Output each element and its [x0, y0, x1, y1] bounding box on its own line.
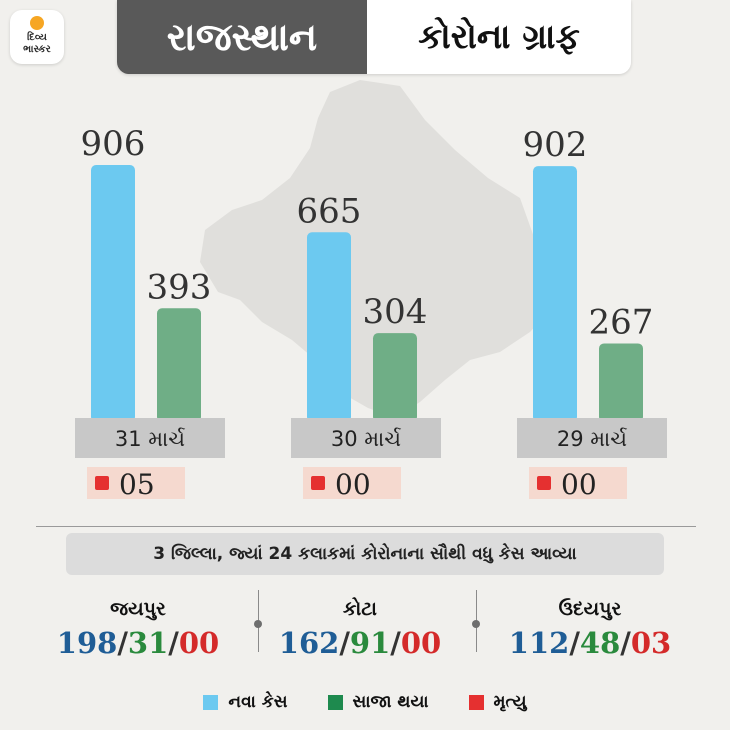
data-label-new-cases: 665 — [297, 191, 362, 231]
district-stats: 198/31/00 — [56, 626, 220, 660]
stat-deaths: 00 — [178, 626, 220, 660]
legend-label: સાજા થયા — [352, 692, 429, 712]
legend-item-deaths: મૃત્યુ — [468, 692, 527, 712]
rajasthan-map-shape — [200, 80, 560, 418]
stat-new-cases: 112 — [508, 626, 570, 660]
section-divider — [36, 526, 696, 527]
data-label-recovered: 267 — [589, 302, 654, 342]
separator-dot — [254, 620, 262, 628]
category-label-box — [517, 418, 667, 458]
category-label: 30 માર્ચ — [331, 427, 401, 451]
category-label: 31 માર્ચ — [115, 427, 185, 451]
sun-icon — [30, 16, 44, 30]
legend-label: નવા કેસ — [228, 692, 288, 712]
page-title: કોરોના ગ્રાફ — [367, 0, 631, 74]
data-label-new-cases: 906 — [81, 124, 146, 164]
state-title: રાજસ્થાન — [117, 0, 367, 74]
bar-chart: 906 393 31 માર્ચ 05 665 304 30 માર્ચ 00 902 267 29… — [75, 80, 667, 501]
stat-recovered: 91 — [349, 626, 391, 660]
header: રાજસ્થાન કોરોના ગ્રાફ — [117, 0, 631, 74]
district-stats: 112/48/03 — [508, 626, 672, 660]
stat-deaths: 03 — [630, 626, 672, 660]
stat-new-cases: 198 — [56, 626, 118, 660]
bar-recovered — [373, 333, 417, 422]
legend-swatch — [468, 694, 484, 710]
deaths-value: 00 — [335, 468, 371, 501]
deaths-value: 00 — [561, 468, 597, 501]
legend: નવા કેસ સાજા થયા મૃત્યુ — [0, 690, 730, 714]
death-marker — [537, 476, 551, 490]
legend-label: મૃત્યુ — [493, 692, 527, 712]
district-jaipur: જયપુર 198/31/00 — [48, 598, 228, 660]
data-label-recovered: 393 — [147, 267, 212, 307]
legend-swatch — [327, 694, 343, 710]
data-label-new-cases: 902 — [523, 125, 588, 165]
category-label: 29 માર્ચ — [557, 427, 627, 451]
legend-swatch — [203, 694, 219, 710]
death-marker — [95, 476, 109, 490]
districts-heading: 3 જિલ્લા, જ્યાં 24 કલાકમાં કોરોનાના સૌથી… — [66, 533, 664, 575]
death-marker — [311, 476, 325, 490]
category-label-box — [75, 418, 225, 458]
bar-new-cases — [533, 166, 577, 422]
stat-recovered: 48 — [579, 626, 621, 660]
deaths-value: 05 — [119, 468, 155, 501]
district-name: જયપુર — [110, 598, 166, 620]
logo-text: દિવ્ય ભાસ્કર — [23, 32, 51, 55]
stat-new-cases: 162 — [278, 626, 340, 660]
district-stats: 162/91/00 — [278, 626, 442, 660]
district-name: કોટા — [343, 598, 377, 620]
bar-recovered — [157, 308, 201, 422]
bar-new-cases — [307, 232, 351, 422]
separator-dot — [472, 620, 480, 628]
district-kota: કોટા 162/91/00 — [270, 598, 450, 660]
bar-recovered — [599, 343, 643, 422]
bar-new-cases — [91, 165, 135, 422]
legend-item-new-cases: નવા કેસ — [203, 692, 288, 712]
data-label-recovered: 304 — [363, 292, 428, 332]
stat-deaths: 00 — [400, 626, 442, 660]
brand-logo: દિવ્ય ભાસ્કર — [10, 10, 64, 64]
stat-recovered: 31 — [127, 626, 169, 660]
district-name: ઉદયપુર — [558, 598, 622, 620]
legend-item-recovered: સાજા થયા — [327, 692, 429, 712]
district-udaipur: ઉદયપુર 112/48/03 — [500, 598, 680, 660]
category-label-box — [291, 418, 441, 458]
